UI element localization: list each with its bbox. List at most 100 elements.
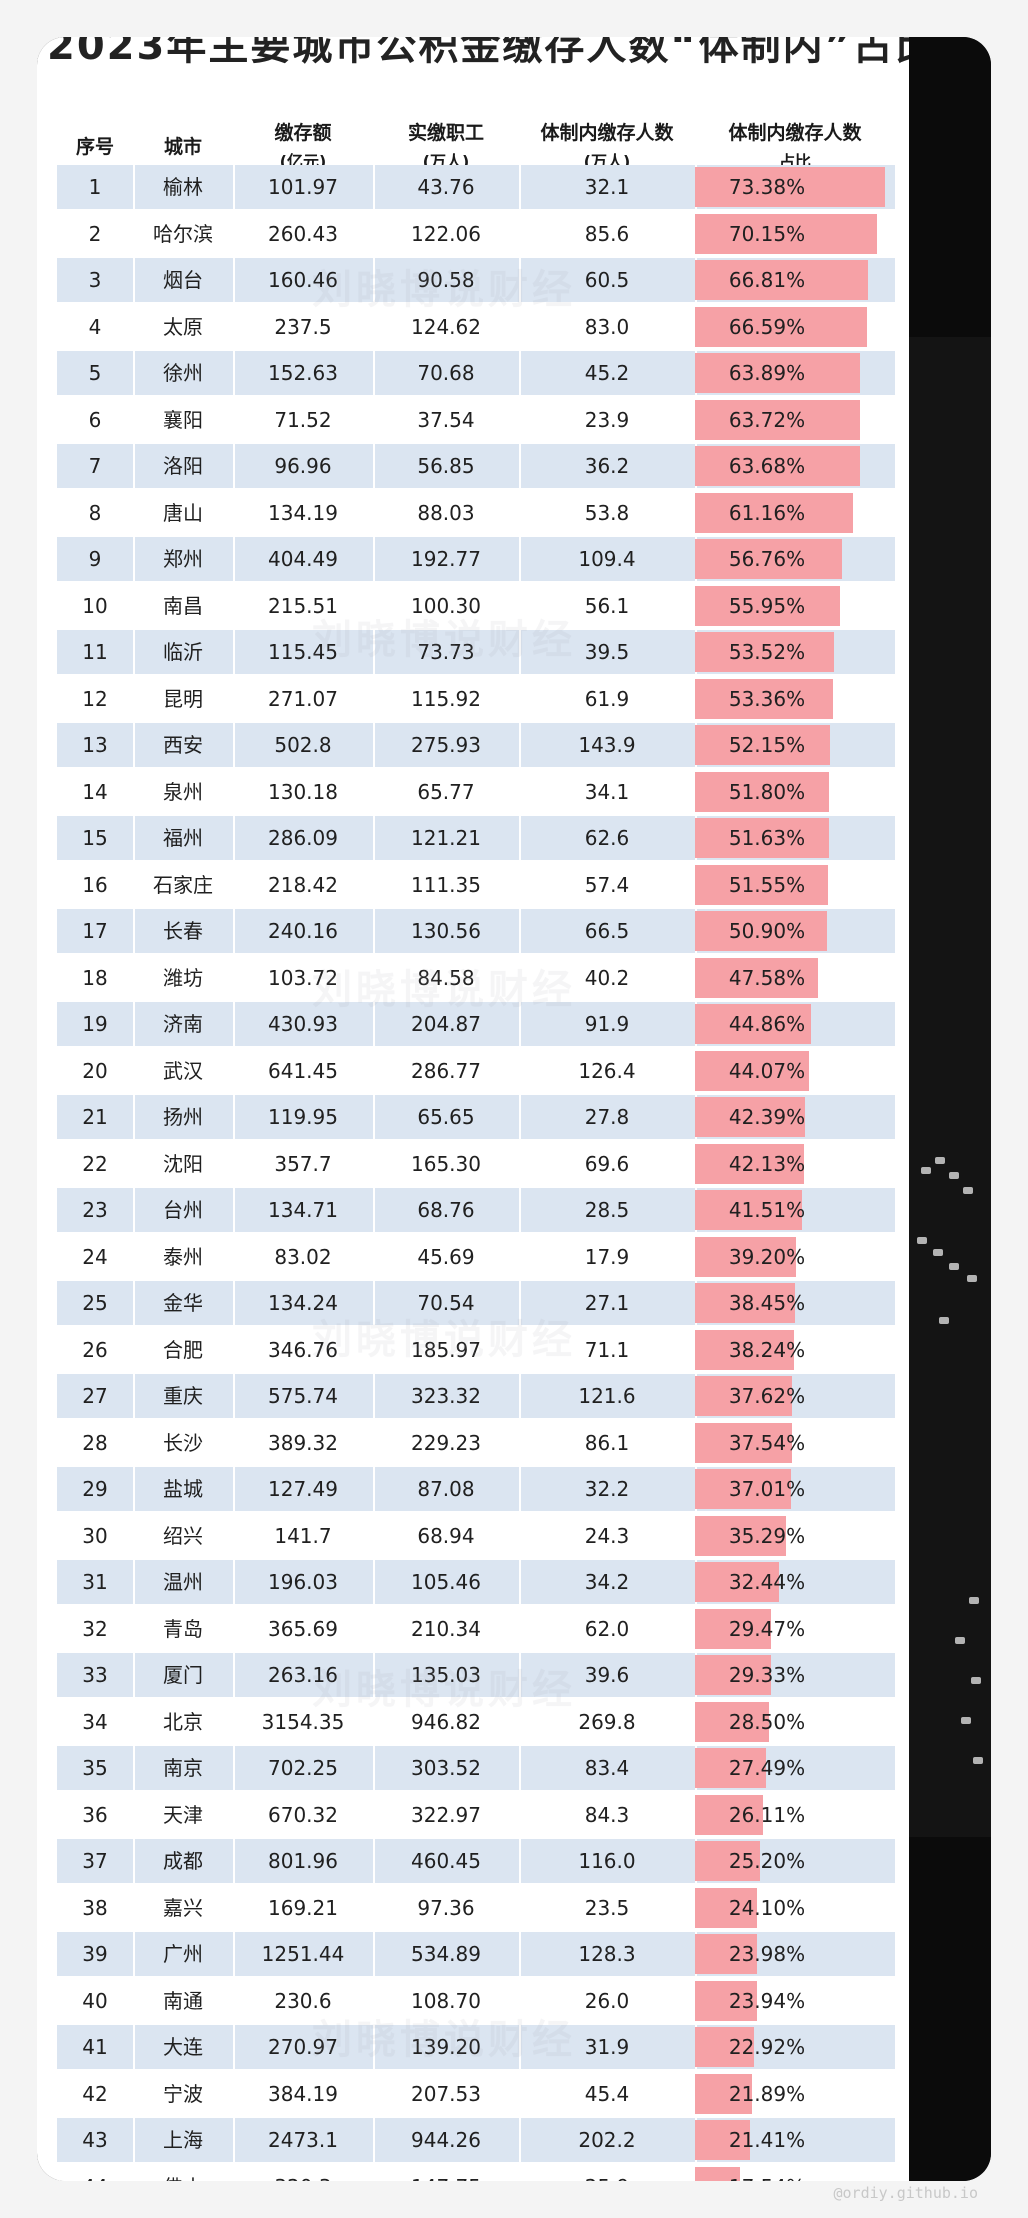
column-divider <box>133 258 135 302</box>
cell-ratio: 51.63% <box>728 826 806 850</box>
column-divider <box>373 909 375 953</box>
column-divider <box>233 676 235 721</box>
cell-ratio: 63.72% <box>728 407 806 432</box>
column-divider <box>373 1420 375 1465</box>
cell-index: 42 <box>82 2081 108 2106</box>
column-divider <box>233 1281 235 1325</box>
column-divider <box>519 1467 521 1511</box>
column-divider <box>233 351 235 395</box>
column-divider <box>233 444 235 488</box>
cell-city: 徐州 <box>163 361 203 385</box>
table-row: 36 天津 670.32 322.97 84.3 26.11% <box>57 1792 895 1837</box>
cell-deposit: 218.42 <box>268 872 338 897</box>
watermark: 刘晓博说财经 <box>312 1317 576 1363</box>
cell-index: 37 <box>82 1849 108 1873</box>
column-divider <box>519 351 521 395</box>
table-row: 32 青岛 365.69 210.34 62.0 29.47% <box>57 1606 895 1651</box>
cell-gov: 53.8 <box>584 500 630 525</box>
cell-gov: 39.5 <box>584 640 630 664</box>
column-divider <box>133 723 135 767</box>
ratio-bar <box>695 1283 795 1323</box>
table-row: 18 潍坊 103.72 84.58 40.2 47.58% <box>57 955 895 1000</box>
cell-deposit: 389.32 <box>268 1430 338 1455</box>
column-divider <box>133 490 135 535</box>
cell-deposit: 346.76 <box>268 1337 338 1362</box>
cell-workers: 192.77 <box>411 547 481 571</box>
cell-index: 28 <box>82 1430 108 1455</box>
column-divider <box>233 1885 235 1930</box>
cell-deposit: 237.5 <box>274 314 332 339</box>
cell-deposit: 134.19 <box>268 500 338 525</box>
cell-index: 22 <box>82 1151 108 1176</box>
cell-workers: 210.34 <box>411 1616 481 1641</box>
column-divider <box>373 258 375 302</box>
table-row: 41 大连 270.97 139.20 31.9 22.92% <box>57 2025 895 2069</box>
cell-deposit: 286.09 <box>268 826 338 850</box>
column-divider <box>233 1048 235 1093</box>
column-divider <box>373 211 375 256</box>
cell-gov: 269.8 <box>578 1709 636 1734</box>
cell-workers: 88.03 <box>417 500 475 525</box>
column-divider <box>519 1792 521 1837</box>
cell-ratio: 56.76% <box>728 547 806 571</box>
ratio-bar <box>695 492 853 533</box>
cell-workers: 121.21 <box>411 826 481 850</box>
cell-ratio: 37.62% <box>728 1384 806 1408</box>
column-divider <box>133 1048 135 1093</box>
cell-ratio: 52.15% <box>728 733 806 757</box>
column-divider <box>519 1653 521 1697</box>
column-divider <box>133 1420 135 1465</box>
column-divider <box>233 2025 235 2069</box>
table-row: 23 台州 134.71 68.76 28.5 41.51% <box>57 1188 895 1232</box>
column-divider <box>133 2118 135 2162</box>
cell-deposit: 271.07 <box>268 686 338 711</box>
cell-workers: 135.03 <box>411 1663 481 1687</box>
column-divider <box>519 1002 521 1046</box>
column-divider <box>233 1839 235 1883</box>
column-divider <box>519 490 521 535</box>
cell-workers: 204.87 <box>411 1012 481 1036</box>
cell-ratio: 38.45% <box>728 1291 806 1315</box>
column-divider <box>133 1513 135 1558</box>
cell-gov: 25.9 <box>519 2165 695 2182</box>
cell-gov: 60.5 <box>584 268 630 292</box>
column-divider <box>373 1513 375 1558</box>
cell-city: 合肥 <box>163 1337 203 1362</box>
column-divider <box>519 211 521 256</box>
column-divider <box>373 537 375 581</box>
column-divider <box>519 676 521 721</box>
ratio-bar <box>695 167 885 207</box>
cell-deposit: 230.6 <box>274 1988 332 2013</box>
cell-city: 北京 <box>163 1709 203 1734</box>
column-divider <box>373 2118 375 2162</box>
cell-index: 14 <box>82 779 108 804</box>
cell-city: 泉州 <box>163 779 203 804</box>
cell-index: 8 <box>88 500 102 525</box>
cell-city: 温州 <box>163 1570 203 1594</box>
column-divider <box>233 1095 235 1139</box>
cell-ratio: 27.49% <box>728 1756 806 1780</box>
cell-deposit: 575.74 <box>268 1384 338 1408</box>
cell-index: 26 <box>82 1337 108 1362</box>
cell-ratio: 26.11% <box>728 1802 806 1827</box>
table-row: 8 唐山 134.19 88.03 53.8 61.16% <box>57 490 895 535</box>
column-divider <box>373 1095 375 1139</box>
ratio-bar <box>695 306 867 347</box>
cell-workers: 70.54 <box>417 1291 475 1315</box>
cell-city: 大连 <box>163 2035 203 2059</box>
cell-ratio: 35.29% <box>728 1523 806 1548</box>
table-row: 7 洛阳 96.96 56.85 36.2 63.68% <box>57 444 895 488</box>
cell-ratio: 37.54% <box>728 1430 806 1455</box>
cell-deposit: 130.18 <box>268 779 338 804</box>
cell-ratio: 53.36% <box>728 686 806 711</box>
column-divider <box>133 1002 135 1046</box>
table-row: 22 沈阳 357.7 165.30 69.6 42.13% <box>57 1141 895 1186</box>
cell-workers: 90.58 <box>417 268 475 292</box>
table-row: 33 厦门 263.16 135.03 39.6 29.33% <box>57 1653 895 1697</box>
watermark: 刘晓博说财经 <box>312 967 576 1013</box>
column-divider <box>133 444 135 488</box>
ratio-bar <box>695 771 829 812</box>
ratio-bar <box>695 446 860 486</box>
cell-workers: 70.68 <box>417 361 475 385</box>
cell-city: 西安 <box>163 733 203 757</box>
